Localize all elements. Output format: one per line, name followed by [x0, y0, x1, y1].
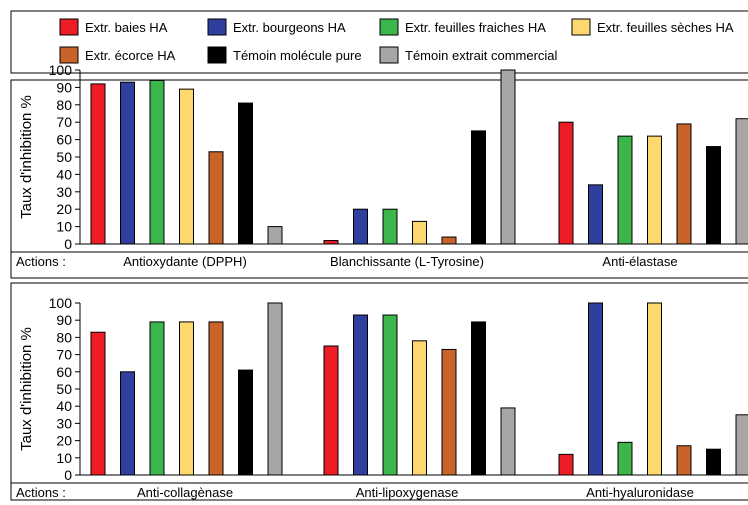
legend-label: Extr. écorce HA: [85, 48, 176, 63]
bar: [120, 81, 135, 245]
legend-swatch: [207, 46, 227, 64]
bar: [588, 184, 603, 245]
category-label: Antioxydante (DPPH): [123, 254, 247, 269]
bar: [323, 345, 339, 476]
bar: [267, 302, 283, 476]
y-tick-label: 80: [56, 97, 72, 113]
y-tick-label: 20: [56, 201, 72, 217]
y-axis-label: Taux d'inhibition %: [18, 327, 35, 451]
bar: [208, 321, 224, 476]
bar: [149, 321, 165, 476]
y-tick-label: 50: [56, 381, 72, 397]
bar: [588, 302, 603, 476]
y-tick-label: 10: [56, 450, 72, 466]
y-tick-label: 0: [64, 467, 72, 483]
legend-swatch: [207, 18, 227, 36]
bar: [441, 236, 457, 245]
bar: [149, 79, 165, 245]
category-label: Anti-élastase: [602, 254, 677, 269]
bar: [500, 69, 516, 245]
y-tick-label: 60: [56, 364, 72, 380]
category-label: Anti-hyaluronidase: [586, 485, 694, 500]
bar: [558, 453, 574, 476]
bar: [441, 348, 457, 476]
y-tick-label: 90: [56, 79, 72, 95]
bar: [382, 208, 398, 245]
bar: [382, 314, 398, 476]
legend-swatch: [379, 18, 399, 36]
bar: [412, 340, 427, 476]
bar: [617, 135, 633, 245]
category-label: Blanchissante (L-Tyrosine): [330, 254, 484, 269]
legend-label: Extr. feuilles sèches HA: [597, 20, 734, 35]
y-tick-label: 20: [56, 433, 72, 449]
bar: [558, 121, 574, 245]
legend-swatch: [571, 18, 591, 36]
bar: [120, 371, 135, 476]
y-tick-label: 30: [56, 415, 72, 431]
bar: [238, 102, 253, 245]
bar: [238, 369, 253, 476]
y-tick-label: 0: [64, 236, 72, 252]
bar: [179, 321, 194, 476]
legend: Extr. baies HA Extr. bourgeons HA Extr. fe…: [10, 10, 748, 74]
legend-swatch: [59, 18, 79, 36]
bar: [706, 146, 721, 245]
bar: [735, 414, 748, 476]
actions-label: Actions :: [16, 485, 66, 500]
bar: [208, 151, 224, 245]
legend-swatch: [379, 46, 399, 64]
y-tick-label: 70: [56, 347, 72, 363]
y-tick-label: 80: [56, 329, 72, 345]
y-tick-label: 30: [56, 184, 72, 200]
y-tick-label: 70: [56, 114, 72, 130]
y-tick-label: 100: [49, 295, 73, 311]
category-label: Anti-lipoxygenase: [356, 485, 459, 500]
bar: [500, 407, 516, 476]
bar: [90, 83, 106, 245]
legend-label: Extr. baies HA: [85, 20, 168, 35]
y-tick-label: 40: [56, 166, 72, 182]
bar: [471, 321, 486, 476]
y-tick-label: 100: [49, 62, 73, 78]
actions-label: Actions :: [16, 254, 66, 269]
panel-frame: [10, 79, 748, 279]
panel-frame: [10, 282, 748, 501]
bar: [412, 220, 427, 245]
bar: [471, 130, 486, 245]
legend-label: Témoin molécule pure: [233, 48, 362, 63]
bar: [735, 118, 748, 245]
bar: [353, 314, 368, 476]
y-tick-label: 10: [56, 219, 72, 235]
y-tick-label: 50: [56, 149, 72, 165]
y-axis-label: Taux d'inhibition %: [18, 95, 35, 219]
bar: [353, 208, 368, 245]
legend-swatch: [59, 46, 79, 64]
y-tick-label: 40: [56, 398, 72, 414]
bar: [179, 88, 194, 245]
bar: [676, 445, 692, 476]
bar: [676, 123, 692, 245]
legend-label: Extr. feuilles fraiches HA: [405, 20, 546, 35]
y-tick-label: 90: [56, 312, 72, 328]
category-label: Anti-collagènase: [137, 485, 233, 500]
bar: [90, 331, 106, 476]
bar: [323, 240, 339, 245]
bar: [706, 448, 721, 476]
legend-label: Extr. bourgeons HA: [233, 20, 346, 35]
bar: [617, 441, 633, 476]
y-tick-label: 60: [56, 132, 72, 148]
bar: [647, 135, 662, 245]
bar: [647, 302, 662, 476]
legend-label: Témoin extrait commercial: [405, 48, 558, 63]
bar: [267, 226, 283, 245]
legend-frame: [10, 10, 748, 74]
